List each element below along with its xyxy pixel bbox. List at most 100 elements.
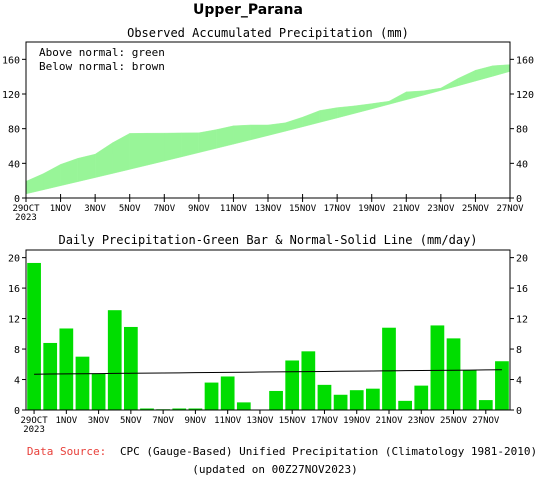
x-tick-label: 9NOV xyxy=(188,204,210,214)
y-tick-label-left: 0 xyxy=(14,406,20,417)
y-tick-label-left: 120 xyxy=(2,90,20,101)
daily-bar xyxy=(140,408,154,410)
accumulated-band-segment xyxy=(43,164,61,191)
plot-frame xyxy=(25,249,511,411)
daily-bar xyxy=(495,361,509,410)
x-tick-label: 23NOV xyxy=(408,416,436,426)
accumulated-band-segment xyxy=(146,132,165,166)
x-tick-label: 5NOV xyxy=(119,204,141,214)
daily-bar xyxy=(317,384,332,410)
y-tick-label-right: 12 xyxy=(516,315,528,326)
daily-bar xyxy=(285,360,300,410)
accumulated-plot-area: 0 0 40 40 80 80 120 120 160 160 29OCT 1NOV 3NOV 5NOV 7… xyxy=(2,41,534,223)
y-tick-label-left: 0 xyxy=(14,194,20,205)
y-tick-label-right: 8 xyxy=(516,345,522,356)
daily-bar xyxy=(220,376,235,410)
x-tick-label: 17NOV xyxy=(324,204,352,214)
accumulated-band-segment xyxy=(94,142,113,178)
daily-bar xyxy=(446,338,461,410)
y-tick-label-left: 40 xyxy=(8,159,20,170)
accumulated-band-segment xyxy=(25,173,44,195)
data-source-label: Data Source: xyxy=(27,445,106,458)
accumulated-band-segment xyxy=(181,132,200,158)
accumulated-band-segment xyxy=(215,125,234,149)
daily-plot-area: 0 0 4 4 8 8 12 12 16 16 20 20 29OCT 1NOV 3NOV 5NOV 7NOV 9… xyxy=(8,249,528,435)
accumulated-band-segment xyxy=(60,158,79,187)
x-tick-label: 1NOV xyxy=(55,416,77,426)
x-tick-label: 27NOV xyxy=(496,204,524,214)
accumulated-band-segment xyxy=(77,153,96,182)
x-tick-label: 21NOV xyxy=(393,204,421,214)
daily-bar xyxy=(269,390,283,410)
y-tick-label-left: 4 xyxy=(14,376,20,387)
accumulated-band-segment xyxy=(164,132,182,162)
accumulated-band-segment xyxy=(492,64,511,77)
accumulated-band-segment xyxy=(112,133,130,174)
x-tick-label: 17NOV xyxy=(311,416,339,426)
accumulated-band-segment xyxy=(198,129,217,153)
daily-bar xyxy=(398,400,412,410)
accumulated-band-segment xyxy=(371,100,390,110)
data-source-text: CPC (Gauge-Based) Unified Precipitation … xyxy=(120,445,537,458)
accumulated-precip-panel: Observed Accumulated Precipitation (mm) … xyxy=(2,26,534,223)
daily-bar xyxy=(462,370,477,410)
x-tick-label: 21NOV xyxy=(375,416,403,426)
daily-bar xyxy=(349,390,364,410)
x-tick-label: 11NOV xyxy=(214,416,242,426)
normal-line xyxy=(34,369,502,375)
daily-bar xyxy=(333,394,348,410)
daily-bar xyxy=(27,262,41,410)
daily-bar xyxy=(124,326,138,410)
accumulated-band-segment xyxy=(423,87,442,96)
x-tick-label: 15NOV xyxy=(279,416,307,426)
x-tick-label: 23NOV xyxy=(427,204,455,214)
daily-bar xyxy=(107,310,122,410)
daily-precip-panel: Daily Precipitation-Green Bar & Normal-S… xyxy=(8,233,528,435)
x-tick-label: 13NOV xyxy=(246,416,274,426)
y-tick-label-right: 80 xyxy=(516,125,528,136)
x-tick-label: 29OCT xyxy=(21,416,49,426)
x-tick-label: 27NOV xyxy=(472,416,500,426)
x-tick-label: 19NOV xyxy=(358,204,386,214)
daily-panel-title: Daily Precipitation-Green Bar & Normal-S… xyxy=(58,233,477,247)
daily-bar xyxy=(301,351,316,410)
y-tick-label-right: 4 xyxy=(516,376,522,387)
y-tick-label-right: 16 xyxy=(516,284,528,295)
x-tick-label: 11NOV xyxy=(220,204,248,214)
data-source-line: Data Source: CPC (Gauge-Based) Unified P… xyxy=(27,445,537,458)
y-tick-label-right: 20 xyxy=(516,254,528,265)
daily-bar xyxy=(188,408,203,410)
daily-bar xyxy=(75,356,90,410)
daily-bar xyxy=(91,373,106,410)
y-tick-label-left: 12 xyxy=(8,315,20,326)
x-tick-label: 7NOV xyxy=(153,204,175,214)
x-tick-label: 29OCT xyxy=(12,204,40,214)
daily-bar xyxy=(172,408,187,410)
daily-bar xyxy=(382,327,396,410)
y-tick-label-right: 40 xyxy=(516,159,528,170)
y-tick-label-right: 0 xyxy=(516,406,522,417)
daily-bar xyxy=(236,402,251,410)
accumulated-band-segment xyxy=(336,105,355,119)
x-tick-label: 9NOV xyxy=(185,416,207,426)
x-tick-label: 3NOV xyxy=(84,204,106,214)
y-tick-label-left: 16 xyxy=(8,284,20,295)
accumulated-band-segment xyxy=(302,110,321,128)
accumulated-band-segment xyxy=(475,65,493,82)
y-tick-label-right: 120 xyxy=(516,90,534,101)
x-tick-label: 13NOV xyxy=(254,204,282,214)
daily-bar xyxy=(43,342,58,410)
x-year-label: 2023 xyxy=(15,213,37,223)
accumulated-band-segment xyxy=(129,132,148,170)
y-tick-label-left: 8 xyxy=(14,345,20,356)
main-title: Upper_Parana xyxy=(193,2,303,18)
accumulated-band-segment xyxy=(406,90,424,101)
y-tick-label-left: 160 xyxy=(2,55,20,66)
legend-above-normal: Above normal: green xyxy=(39,46,165,59)
accumulated-band-segment xyxy=(457,69,476,87)
x-year-label: 2023 xyxy=(23,425,45,435)
daily-bar xyxy=(204,382,219,410)
accumulated-panel-title: Observed Accumulated Precipitation (mm) xyxy=(127,26,409,40)
daily-bar xyxy=(414,385,429,410)
